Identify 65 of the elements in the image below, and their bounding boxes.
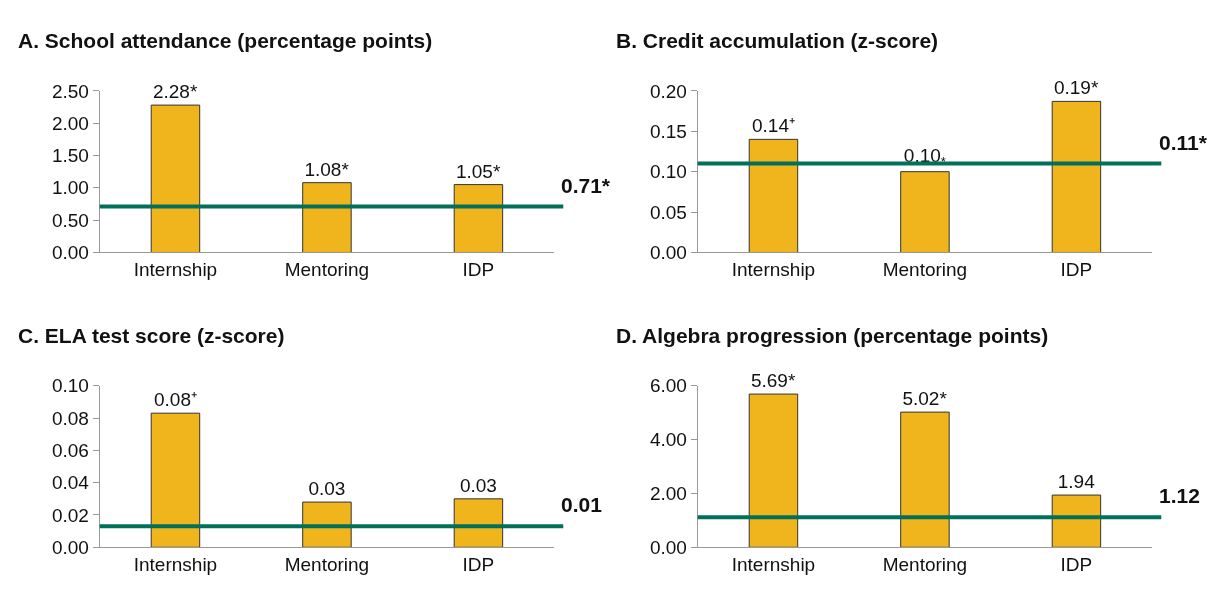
y-tick-label: 2.00 xyxy=(51,112,89,134)
bar xyxy=(453,184,504,253)
y-tick-label: 2.50 xyxy=(51,80,89,102)
y-tick-label: 0.20 xyxy=(649,80,687,102)
data-label: 1.08* xyxy=(304,158,350,180)
bar xyxy=(900,171,950,253)
ref-line-label: 0.11* xyxy=(1159,131,1208,154)
data-label: 5.02* xyxy=(902,388,948,410)
y-tick-label: 6.00 xyxy=(649,375,687,397)
data-label: 0.10$_{*}$ xyxy=(903,144,947,169)
chart-title: D. Algebra progression (percentage points) xyxy=(616,324,1049,347)
y-tick-label: 1.50 xyxy=(51,145,89,167)
x-tick-label: IDP xyxy=(462,554,495,576)
y-tick-label: 0.08 xyxy=(51,407,89,429)
data-label: 2.28* xyxy=(152,81,198,103)
y-tick-label: 0.00 xyxy=(51,242,89,264)
data-label: 1.05* xyxy=(455,160,501,182)
data-label: 0.19* xyxy=(1053,77,1099,99)
data-label: 0.03 xyxy=(308,478,346,500)
x-tick-label: IDP xyxy=(1060,259,1093,281)
x-tick-label: Mentoring xyxy=(284,554,370,576)
y-tick-label: 1.00 xyxy=(51,177,89,199)
y-tick-label: 2.00 xyxy=(649,483,687,505)
y-tick-label: 0.04 xyxy=(51,472,90,494)
bar xyxy=(302,501,352,548)
y-tick-label: 0.50 xyxy=(51,209,89,231)
data-label: 0.08⁺ xyxy=(153,389,197,411)
x-tick-label: Mentoring xyxy=(882,259,968,281)
y-tick-label: 0.10 xyxy=(649,161,687,183)
bar xyxy=(453,498,504,548)
y-tick-label: 0.15 xyxy=(649,120,687,142)
y-tick-label: 4.00 xyxy=(649,429,687,451)
data-label: 0.03 xyxy=(459,474,497,496)
x-tick-label: Mentoring xyxy=(284,259,370,281)
y-tick-label: 0.00 xyxy=(51,536,89,558)
x-tick-label: Mentoring xyxy=(882,554,968,576)
bar xyxy=(900,411,950,548)
bar xyxy=(748,393,799,548)
bar xyxy=(748,138,799,253)
x-tick-label: IDP xyxy=(1060,554,1093,576)
y-tick-label: 0.05 xyxy=(649,201,687,223)
bar xyxy=(1051,494,1102,548)
y-tick-label: 0.00 xyxy=(649,536,687,558)
chart-title: B. Credit accumulation (z-score) xyxy=(616,29,939,52)
bar xyxy=(150,412,201,548)
bar xyxy=(1051,100,1102,253)
y-tick-label: 0.10 xyxy=(51,375,89,397)
y-tick-label: 0.00 xyxy=(649,242,687,264)
ref-line-label: 0.71* xyxy=(561,174,611,197)
data-label: 5.69* xyxy=(750,370,796,392)
x-tick-label: Internship xyxy=(731,259,816,281)
chart-title: A. School attendance (percentage points) xyxy=(18,29,433,52)
x-tick-label: Internship xyxy=(731,554,816,576)
x-tick-label: Internship xyxy=(133,554,218,576)
x-tick-label: IDP xyxy=(462,259,495,281)
data-label: 1.94 xyxy=(1057,471,1096,493)
ref-line-label: 1.12 xyxy=(1159,484,1200,507)
y-tick-label: 0.06 xyxy=(51,440,89,462)
data-label: 0.14⁺ xyxy=(751,115,795,137)
x-tick-label: Internship xyxy=(133,259,218,281)
y-tick-label: 0.02 xyxy=(51,504,89,526)
ref-line-label: 0.01 xyxy=(561,493,603,516)
bar xyxy=(302,182,352,253)
bar xyxy=(150,104,201,253)
chart-title: C. ELA test score (z-score) xyxy=(18,324,285,347)
